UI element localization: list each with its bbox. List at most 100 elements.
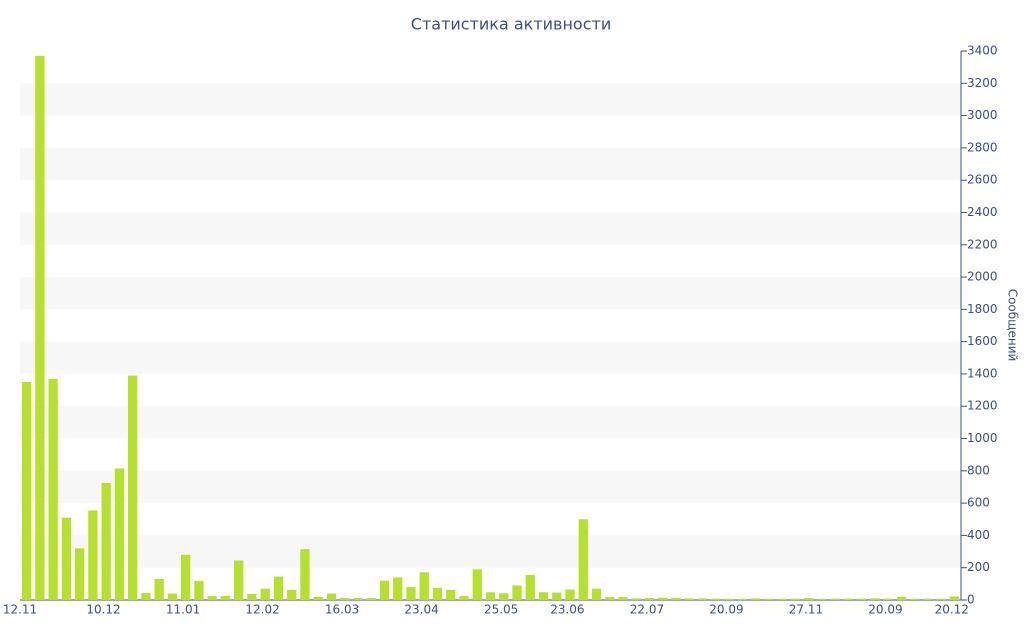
bar [856,598,867,600]
bar [75,548,85,600]
bar [128,375,138,600]
bar [896,596,906,600]
bar [393,577,403,600]
bar [737,598,747,600]
y-tick-label: 600 [967,496,990,510]
bar [181,554,191,600]
bar [618,597,628,600]
x-tick-label: 23.04 [404,603,438,617]
bar [247,594,257,600]
bar [883,598,893,600]
bar [538,592,549,600]
y-axis-title: Сообщений [1006,289,1020,362]
bar [273,576,284,600]
y-tick-label: 800 [967,463,990,477]
bar [870,598,880,600]
bar [88,510,98,600]
y-tick-label: 1200 [967,399,998,413]
bar [419,572,429,600]
bar [499,593,509,600]
bar [909,598,920,600]
bar [194,580,204,600]
bar [830,598,840,600]
stripe [20,212,961,245]
stripe [20,406,961,439]
y-tick-label: 1000 [967,431,998,445]
bar [472,569,482,600]
x-tick-label: 20.09 [868,603,902,617]
bar [340,598,350,600]
bar [949,596,960,600]
y-tick-label: 2400 [967,205,998,219]
bar [446,589,456,600]
y-tick-label: 0 [967,593,975,607]
bar [154,579,164,600]
bar [326,593,337,600]
x-tick-label: 25.05 [484,603,518,617]
stripe [20,83,961,116]
y-tick-label: 1800 [967,302,998,316]
x-tick-label: 12.02 [245,603,279,617]
x-tick-label: 22.07 [630,603,664,617]
bar [313,596,323,600]
bar [353,598,363,600]
bar [406,587,416,600]
bar [101,482,111,600]
y-tick-label: 3400 [967,44,998,58]
bar [114,468,125,600]
x-tick-label: 16.03 [325,603,359,617]
x-tick-label: 27.11 [789,603,823,617]
x-tick-label: 20.09 [709,603,743,617]
bar [923,598,933,600]
bar [605,597,615,600]
bar [843,598,853,600]
bar [750,598,761,600]
bar [220,595,231,600]
y-tick-label: 3000 [967,108,998,122]
bar [61,517,72,600]
bar [21,382,32,600]
stripe [20,535,961,568]
stripe [20,277,961,310]
bar [141,593,151,600]
bar [552,592,562,600]
y-tick-label: 2200 [967,237,998,251]
bar [684,598,694,600]
bar [167,593,178,600]
stripe [20,341,961,374]
bar [260,588,270,600]
chart-title: Статистика активности [411,15,611,34]
stripe [20,470,961,504]
y-tick-label: 400 [967,528,990,542]
bar [644,598,655,600]
x-tick-label: 12.11 [3,603,37,617]
bar [459,595,469,600]
bar [48,378,58,600]
bar [764,598,774,600]
bar [287,589,297,600]
x-tick-label: 10.12 [86,603,120,617]
x-tick-label: 23.06 [550,603,584,617]
bar [777,598,787,600]
bar [671,598,681,600]
bar [817,598,827,600]
bar [658,597,668,600]
bar [803,598,814,600]
stripe [20,147,961,181]
bar [631,598,641,600]
bar [300,549,310,600]
bar [485,592,496,600]
bar [936,598,946,600]
y-tick-label: 1400 [967,366,998,380]
y-tick-label: 1600 [967,334,998,348]
bar [578,519,588,600]
bar [591,588,602,600]
bar [711,598,721,600]
bar [512,585,522,600]
y-tick-label: 2000 [967,270,998,284]
bar [525,574,535,600]
x-tick-label: 20.12 [935,603,969,617]
bar [432,587,443,600]
y-tick-label: 2800 [967,140,998,154]
